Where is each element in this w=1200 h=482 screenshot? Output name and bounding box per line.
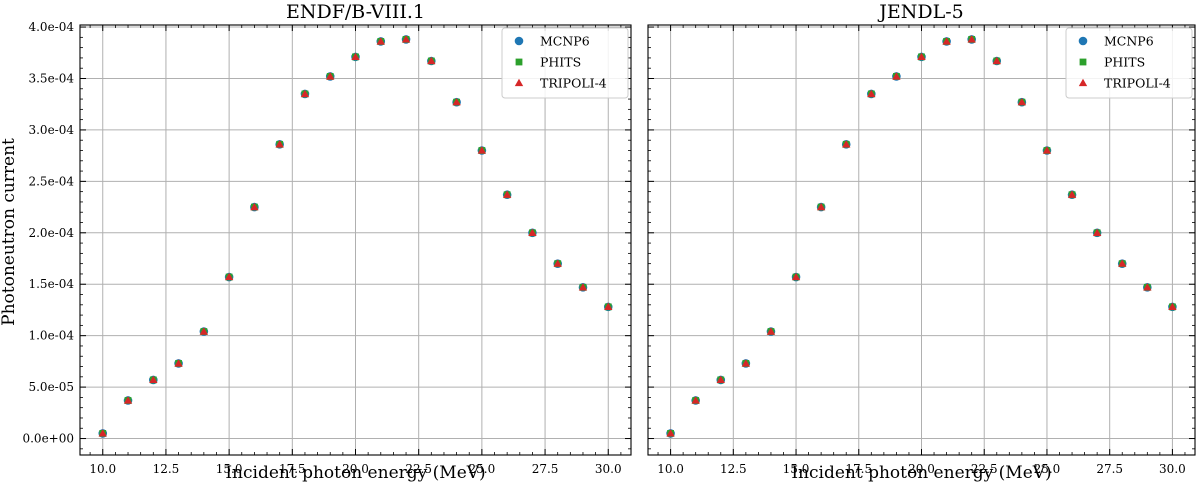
chart-title: ENDF/B-VIII.1 <box>286 1 425 23</box>
y-tick-label: 4.0e-04 <box>28 20 74 34</box>
x-axis-label: Incident photon energy (MeV) <box>225 463 485 482</box>
legend-marker-phits <box>1079 58 1087 66</box>
data-point <box>892 72 901 80</box>
data-point <box>716 375 725 384</box>
x-tick-label: 12.5 <box>153 462 180 476</box>
data-point <box>250 202 259 211</box>
data-point <box>528 228 537 236</box>
data-point <box>1143 283 1152 291</box>
data-point <box>452 97 461 106</box>
data-point <box>502 190 512 198</box>
data-point <box>98 429 107 437</box>
legend-box <box>501 27 629 99</box>
data-point <box>1017 97 1027 106</box>
chart-panel-2: 10.0 12.5 15.0 17.5 20.0 22.5 25.0 27.5 30.0 JEND… <box>647 1 1196 482</box>
chart-panel-1: 10.0 12.5 15.0 17.5 20.0 22.5 25.0 27.5 30.0 0.0e… <box>22 1 632 482</box>
x-tick-label: 27.5 <box>532 462 559 476</box>
legend-label: TRIPOLI-4 <box>1104 76 1171 91</box>
data-point <box>604 302 613 311</box>
x-tick-label: 15.0 <box>216 462 243 476</box>
x-tick-label: 10.0 <box>89 462 116 476</box>
data-point <box>553 259 562 267</box>
legend: MCNP6 PHITS TRIPOLI-4 <box>1065 27 1193 99</box>
data-point <box>917 52 926 61</box>
y-tick-label: 5.0e-05 <box>28 380 74 394</box>
data-point <box>842 140 851 148</box>
plot-frame <box>647 24 1196 456</box>
x-tick-label: 30.0 <box>595 462 622 476</box>
data-point <box>199 327 209 335</box>
data-point <box>326 72 335 80</box>
legend-marker-tripoli-4 <box>1078 78 1088 87</box>
y-tick-label: 0.0e+00 <box>22 432 74 446</box>
y-tick-label: 2.5e-04 <box>28 174 74 188</box>
data-point <box>942 37 951 45</box>
data-point <box>666 429 675 437</box>
series-tripoli-4 <box>666 35 1177 437</box>
y-tick-label: 3.5e-04 <box>28 71 74 85</box>
data-point <box>149 375 158 384</box>
data-point <box>791 272 801 281</box>
data-point <box>427 56 436 65</box>
data-point <box>1067 190 1077 198</box>
x-tick-label: 22.5 <box>405 462 432 476</box>
data-point <box>691 396 700 404</box>
data-point <box>351 52 360 61</box>
x-tick-label: 30.0 <box>1159 462 1186 476</box>
y-tick-label: 3.0e-04 <box>28 123 74 137</box>
x-tick-label: 12.5 <box>720 462 747 476</box>
x-tick-label: 25.0 <box>1034 462 1061 476</box>
data-point <box>867 89 876 98</box>
x-tick-label: 10.0 <box>657 462 684 476</box>
legend-marker-mcnp6 <box>514 36 524 46</box>
plot-frame <box>79 24 632 456</box>
series-tripoli-4 <box>98 35 613 437</box>
data-point <box>174 359 183 367</box>
x-tick-label: 20.0 <box>908 462 935 476</box>
x-tick-label: 27.5 <box>1096 462 1123 476</box>
legend-label: MCNP6 <box>540 34 590 49</box>
legend-label: MCNP6 <box>1104 34 1154 49</box>
legend: MCNP6 PHITS TRIPOLI-4 <box>501 27 629 99</box>
data-point <box>1092 228 1102 236</box>
legend-marker-phits <box>515 58 523 66</box>
y-tick-label: 2.0e-04 <box>28 226 74 240</box>
legend-marker-mcnp6 <box>1078 36 1088 46</box>
x-tick-label: 25.0 <box>469 462 496 476</box>
x-tick-label: 15.0 <box>783 462 810 476</box>
plots: 10.0 12.5 15.0 17.5 20.0 22.5 25.0 27.5 30.0 0.0e… <box>22 1 1196 482</box>
figure-ylabel: Photoneutron current <box>0 138 19 326</box>
data-point <box>1042 146 1052 154</box>
data-point <box>224 272 234 281</box>
data-point <box>275 140 284 148</box>
x-tick-label: 22.5 <box>971 462 998 476</box>
x-tick-label: 17.5 <box>845 462 872 476</box>
data-point <box>300 89 310 98</box>
legend-label: PHITS <box>1104 55 1145 70</box>
x-tick-label: 17.5 <box>279 462 306 476</box>
legend-marker-tripoli-4 <box>514 78 524 87</box>
data-point <box>992 56 1001 65</box>
data-point <box>1168 302 1177 311</box>
legend-box <box>1065 27 1193 99</box>
data-point <box>816 202 826 211</box>
data-point <box>376 37 385 45</box>
data-point <box>401 35 411 43</box>
data-point <box>967 35 976 43</box>
data-point <box>741 359 751 367</box>
x-tick-label: 20.0 <box>342 462 369 476</box>
y-tick-label: 1.5e-04 <box>28 277 74 291</box>
data-point <box>766 327 776 335</box>
x-axis-label: Incident photon energy (MeV) <box>791 463 1051 482</box>
y-tick-label: 1.0e-04 <box>28 329 74 343</box>
data-point <box>578 283 588 291</box>
legend-label: PHITS <box>540 55 581 70</box>
data-point <box>123 396 133 404</box>
data-point <box>1118 259 1127 267</box>
legend-label: TRIPOLI-4 <box>540 76 607 91</box>
chart-title: JENDL-5 <box>877 1 963 23</box>
data-point <box>477 146 487 154</box>
